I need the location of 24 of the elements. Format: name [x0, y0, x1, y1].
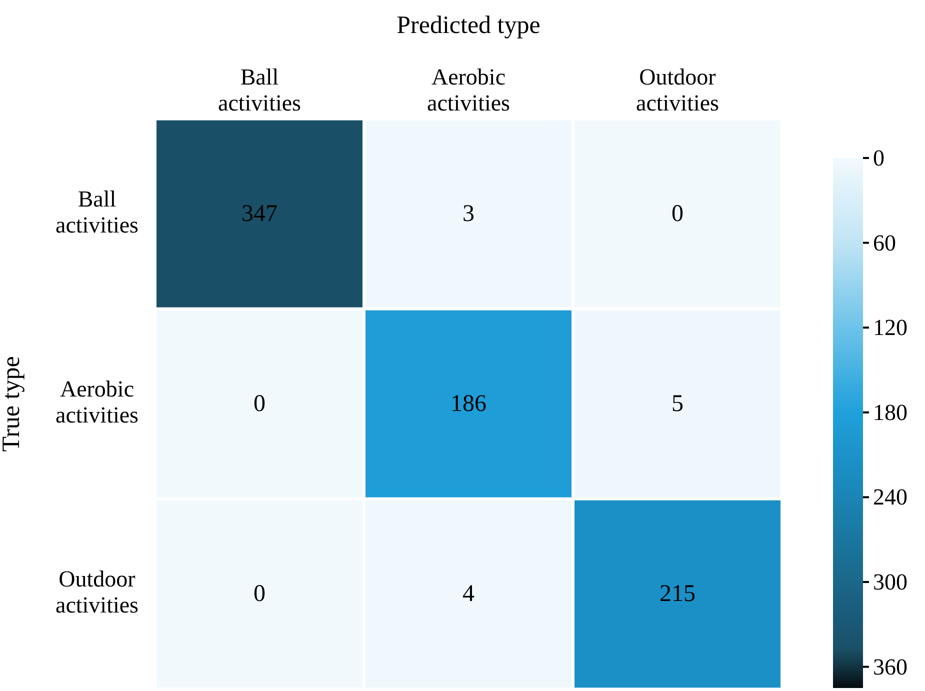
- data-label: 186: [450, 391, 486, 417]
- y-axis-title: True type: [0, 356, 25, 452]
- data-label: 0: [254, 391, 266, 417]
- color-bar-label: 240: [873, 484, 908, 510]
- data-label: 347: [242, 201, 278, 227]
- chart-title: Predicted type: [396, 12, 542, 40]
- data-label: 215: [660, 581, 696, 607]
- data-label: 0: [672, 201, 684, 227]
- x-tick-label: Outdoor activities: [636, 64, 720, 116]
- color-bar-label: 0: [873, 146, 884, 170]
- y-tick-label: Aerobic activities: [55, 376, 139, 428]
- data-label: 3: [462, 201, 474, 227]
- color-bar-label: 360: [873, 654, 908, 680]
- color-bar-label: 300: [873, 570, 908, 594]
- color-bar-label: 120: [873, 315, 908, 340]
- x-tick-label: Aerobic activities: [426, 64, 510, 116]
- y-tick-label: Outdoor activities: [55, 566, 139, 618]
- color-bar-label: 180: [873, 400, 908, 425]
- data-label: 0: [254, 581, 266, 607]
- data-label: 5: [672, 391, 684, 417]
- color-bar-label: 60: [873, 230, 896, 256]
- x-tick-label: Ball activities: [218, 64, 302, 116]
- data-label: 4: [462, 581, 474, 607]
- y-tick-label: Ball activities: [55, 186, 139, 238]
